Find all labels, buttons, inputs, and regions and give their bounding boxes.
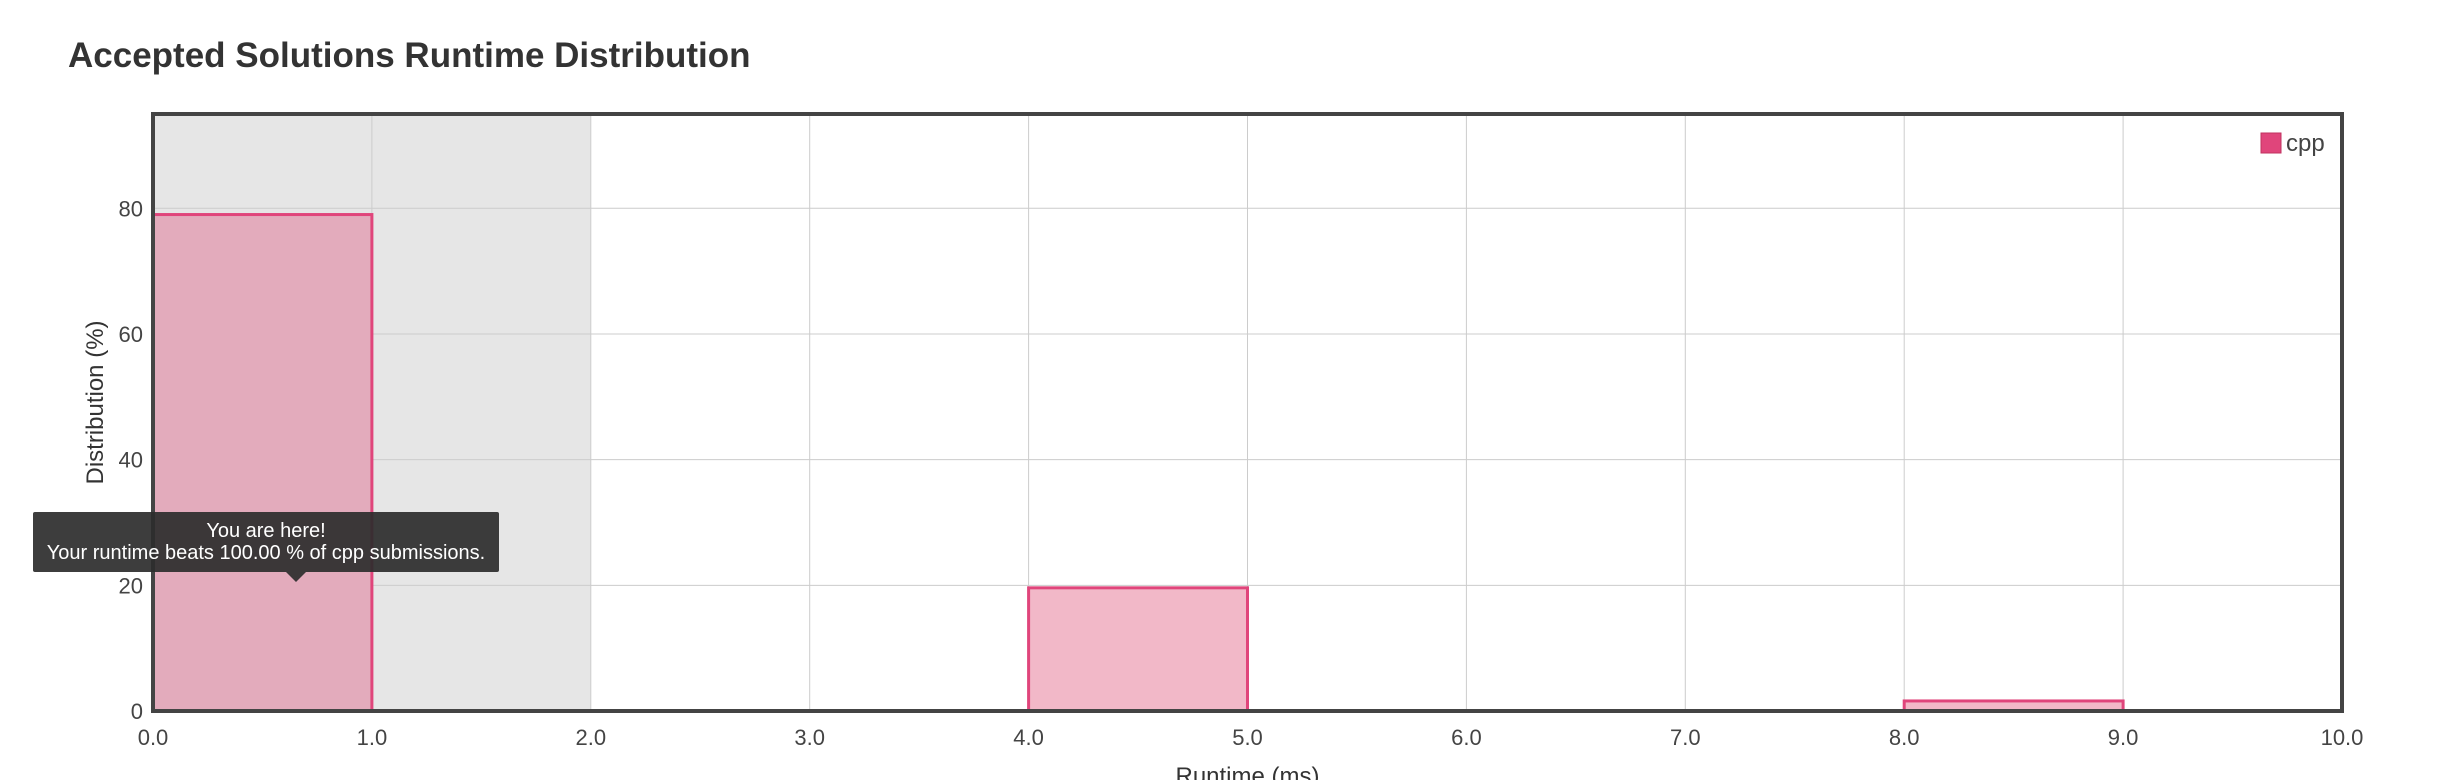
x-tick-label: 7.0 <box>1670 725 1701 750</box>
y-tick-label: 0 <box>131 699 143 724</box>
runtime-tooltip: You are here! Your runtime beats 100.00 … <box>33 512 499 582</box>
y-axis-title: Distribution (%) <box>82 320 109 484</box>
x-tick-label: 8.0 <box>1889 725 1920 750</box>
y-tick-label: 20 <box>119 573 143 598</box>
y-tick-label: 60 <box>119 322 143 347</box>
x-tick-label: 6.0 <box>1451 725 1482 750</box>
tooltip-line-1: You are here! <box>206 520 326 542</box>
x-tick-label: 0.0 <box>138 725 169 750</box>
x-tick-label: 10.0 <box>2321 725 2364 750</box>
y-tick-label: 40 <box>119 448 143 473</box>
histogram-bar[interactable] <box>1027 586 1249 713</box>
x-tick-label: 1.0 <box>357 725 388 750</box>
legend-label: cpp <box>2286 130 2325 157</box>
x-tick-label: 4.0 <box>1013 725 1044 750</box>
chart-title: Accepted Solutions Runtime Distribution <box>68 36 751 75</box>
tooltip-line-2: Your runtime beats 100.00 % of cpp submi… <box>46 542 486 564</box>
x-tick-label: 2.0 <box>576 725 607 750</box>
legend-swatch <box>2260 132 2282 154</box>
y-tick-label: 80 <box>119 196 143 221</box>
histogram-bar[interactable] <box>151 213 374 713</box>
x-tick-label: 9.0 <box>2108 725 2139 750</box>
plot-frame <box>151 112 2344 713</box>
x-tick-label: 5.0 <box>1232 725 1263 750</box>
x-tick-label: 3.0 <box>794 725 825 750</box>
x-axis-title: Runtime (ms) <box>1175 763 1319 780</box>
